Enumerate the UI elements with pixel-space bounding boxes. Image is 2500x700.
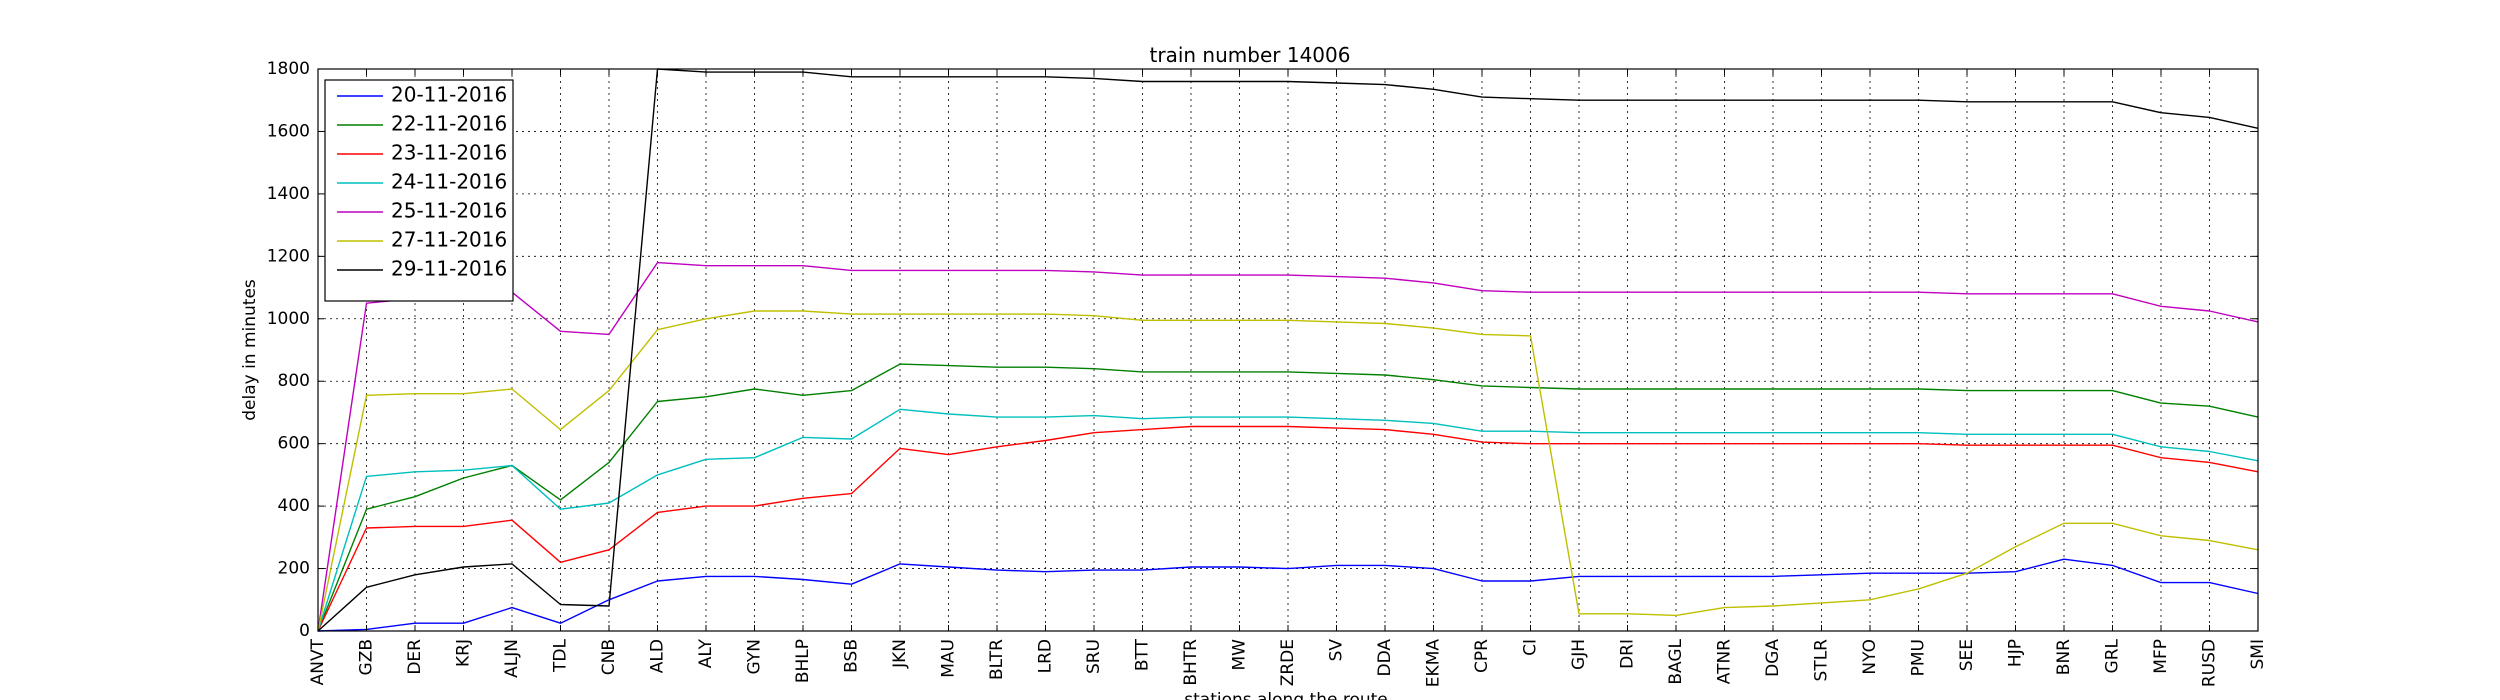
x-tick-label: DGA bbox=[1763, 639, 1783, 677]
x-tick-label: BSB bbox=[842, 639, 862, 673]
x-tick-label: RUSD bbox=[2200, 639, 2220, 687]
x-tick-label: LRD bbox=[1036, 639, 1056, 673]
x-tick-label: BHTR bbox=[1181, 639, 1201, 686]
legend: 20-11-2016 22-11-2016 23-11-2016 24-11-2016… bbox=[324, 79, 514, 302]
x-tick-label: ATNR bbox=[1715, 639, 1735, 684]
x-tick-label: DRI bbox=[1618, 639, 1638, 669]
x-tick-label: CPR bbox=[1472, 639, 1492, 673]
y-tick-label: 600 bbox=[278, 434, 310, 454]
series-line-29-11-2016 bbox=[317, 68, 2259, 632]
x-tick-label: CI bbox=[1521, 639, 1541, 656]
series-lines bbox=[317, 68, 2259, 632]
x-tick-label: ALJN bbox=[502, 639, 522, 678]
chart-title: train number 14006 bbox=[1150, 43, 1351, 67]
x-tick-label: MW bbox=[1230, 639, 1250, 671]
y-tick-label: 0 bbox=[299, 621, 310, 641]
x-tick-label: SV bbox=[1327, 639, 1347, 662]
x-tick-label: EKMA bbox=[1424, 639, 1444, 688]
series-line-22-11-2016 bbox=[317, 363, 2259, 632]
y-tick-label: 1000 bbox=[267, 309, 310, 329]
x-tick-label: STLR bbox=[1812, 639, 1832, 682]
x-tick-label: SEE bbox=[1957, 639, 1977, 671]
legend-label: 29-11-2016 bbox=[391, 257, 507, 281]
x-tick-label: MFP bbox=[2151, 639, 2171, 674]
grid-lines bbox=[317, 68, 2259, 632]
x-tick-label: BLTR bbox=[987, 639, 1007, 680]
x-tick-label: SRU bbox=[1084, 639, 1104, 674]
x-tick-label: PMU bbox=[1909, 639, 1929, 676]
x-tick-label: ZRDE bbox=[1278, 639, 1298, 686]
series-line-24-11-2016 bbox=[317, 408, 2259, 632]
y-tick-label: 1200 bbox=[267, 246, 310, 266]
y-tick-label: 200 bbox=[278, 559, 310, 579]
y-tick-label: 400 bbox=[278, 496, 310, 516]
x-axis-label: stations along the route bbox=[1184, 690, 1388, 700]
x-tick-label: SMI bbox=[2248, 639, 2268, 669]
series-line-23-11-2016 bbox=[317, 425, 2259, 632]
x-tick-label: ALD bbox=[648, 639, 668, 673]
legend-label: 24-11-2016 bbox=[391, 170, 507, 194]
y-axis-label: delay in minutes bbox=[240, 279, 260, 421]
legend-label: 27-11-2016 bbox=[391, 228, 507, 252]
legend-label: 22-11-2016 bbox=[391, 112, 507, 136]
legend-label: 25-11-2016 bbox=[391, 199, 507, 223]
x-tick-label: BTT bbox=[1133, 638, 1153, 671]
x-tick-label: TDL bbox=[551, 638, 571, 672]
y-tick-label: 1400 bbox=[267, 184, 310, 204]
legend-box bbox=[324, 79, 514, 302]
y-tick-label: 1600 bbox=[267, 121, 310, 141]
x-tick-label: BHLP bbox=[793, 639, 813, 683]
x-tick-label: HJP bbox=[2006, 639, 2026, 667]
x-tick-label: GYN bbox=[745, 639, 765, 674]
x-tick-label: GRL bbox=[2103, 638, 2123, 673]
x-tick-label: JKN bbox=[890, 639, 910, 669]
x-tick-label: BNR bbox=[2054, 639, 2074, 675]
x-tick-label: GZB bbox=[357, 639, 377, 675]
x-tick-label: ANVT bbox=[308, 638, 328, 685]
x-tick-label: BAGL bbox=[1666, 638, 1686, 684]
x-tick-label: KRJ bbox=[454, 639, 474, 667]
y-tick-label: 1800 bbox=[267, 59, 310, 79]
x-tick-label: NYO bbox=[1860, 639, 1880, 675]
x-tick-label: DER bbox=[405, 639, 425, 675]
series-line-25-11-2016 bbox=[317, 261, 2259, 632]
series-line-27-11-2016 bbox=[317, 310, 2259, 632]
x-tick-label: ALY bbox=[696, 638, 716, 668]
y-tick-label: 800 bbox=[278, 371, 310, 391]
series-line-20-11-2016 bbox=[317, 558, 2259, 632]
x-tick-label: MAU bbox=[939, 639, 959, 678]
x-tick-label: DDA bbox=[1375, 639, 1395, 677]
x-axis-ticks: ANVT GZB DER KRJ ALJN TDL CNB ALD ALY GYN BHLP BSB J… bbox=[308, 69, 2268, 687]
legend-label: 20-11-2016 bbox=[391, 83, 507, 107]
legend-label: 23-11-2016 bbox=[391, 141, 507, 165]
x-tick-label: GJH bbox=[1569, 639, 1589, 670]
x-tick-label: CNB bbox=[599, 639, 619, 675]
y-axis-ticks: 0 200 400 600 800 1000 1200 1400 1600 1800 bbox=[267, 59, 2258, 641]
